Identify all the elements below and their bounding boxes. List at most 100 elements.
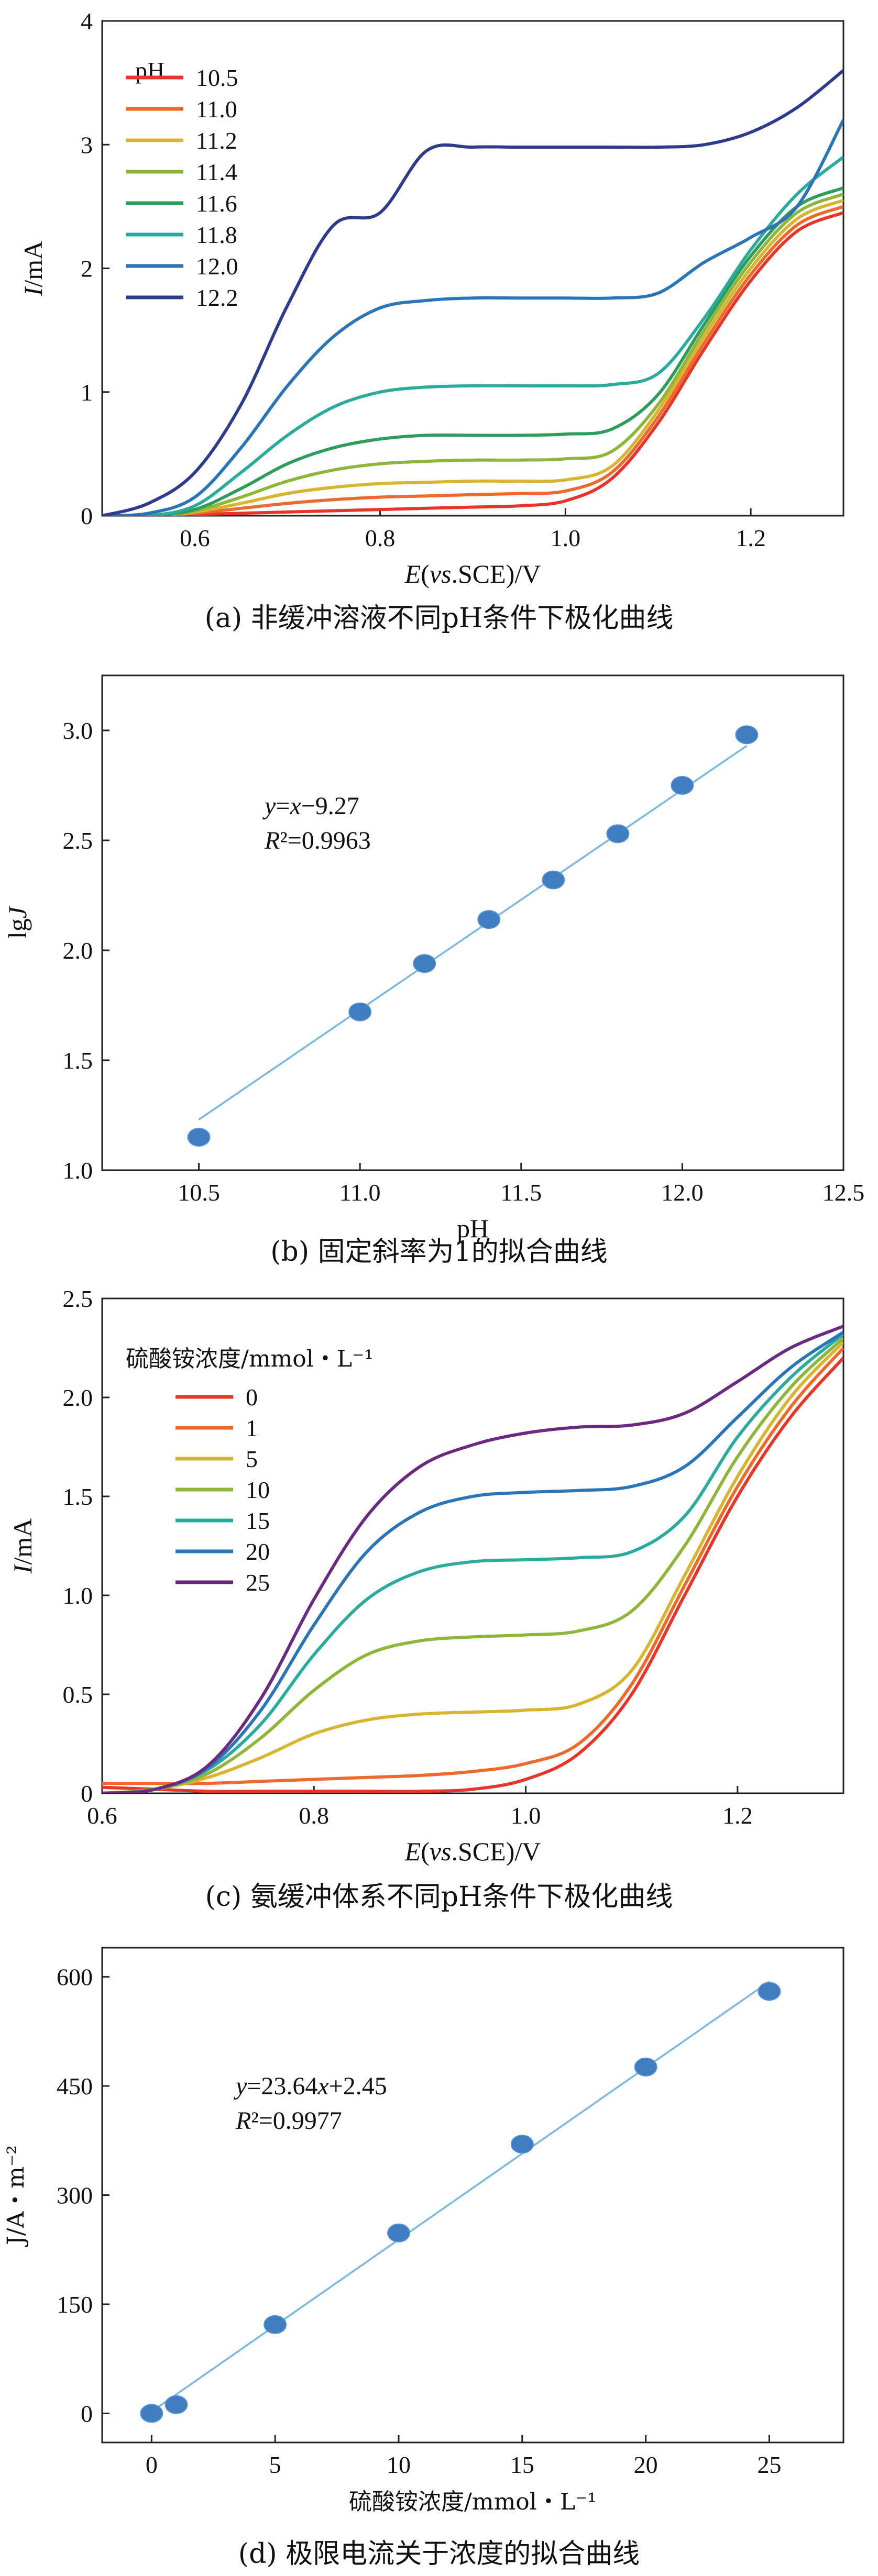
chart-b-data-point [348,1002,372,1021]
chart-b-frame [101,674,844,1171]
chart-c-legend-title: 硫酸铵浓度/mmol・L⁻¹ [126,1346,374,1372]
chart-d-xtick-label: 0 [146,2451,158,2478]
chart-d-data-point [140,2404,163,2423]
chart-c-legend-label-10: 10 [246,1476,270,1503]
chart-b-ylabel: lgJ [3,905,32,939]
chart-b-svg: 10.5 11.0 11.5 12.0 12.5 1.0 1.5 2.0 2.5 3.0 pH lgJ… [3,674,865,1243]
chart-a-series-line-11.4 [102,192,843,516]
chart-b-equation: y=x−9.27 [262,792,359,820]
chart-a-series-line-11.2 [102,198,843,516]
chart-c-legend-label-1: 1 [246,1415,258,1441]
chart-a-ytick-label: 3 [81,131,93,158]
chart-a-legend-title: pH [135,57,164,84]
chart-a-xtick-label: 1.0 [551,525,581,551]
chart-a-ytick-label: 2 [81,256,93,282]
chart-b-data-point [606,824,630,843]
chart-a-xtick-label: 0.8 [365,525,396,551]
chart-a-legend-label-11.4: 11.4 [196,159,237,185]
chart-a-series-line-12.2 [102,69,843,516]
chart-a-ytick-label: 4 [81,8,93,35]
chart-b-data-point [413,954,436,973]
chart-b-xtick-label: 12.5 [822,1179,865,1206]
chart-c-ylabel: I/mA [8,1518,37,1574]
chart-d-data-point [758,1982,781,2001]
chart-b-caption: (b) 固定斜率为1的拟合曲线 [270,1236,608,1268]
chart-d-ylabel: J/A・m⁻² [3,2145,29,2247]
chart-d-r2: R²=0.9977 [235,2107,342,2135]
chart-c-series-line-0 [102,1357,843,1793]
chart-d-xtick-label: 5 [269,2451,281,2478]
chart-a-xtick-label: 1.2 [736,525,766,551]
chart-d-data-point [387,2223,410,2242]
chart-c-legend-label-15: 15 [246,1507,270,1534]
chart-c-xlabel: E(vs.SCE)/V [404,1837,541,1866]
chart-a-ylabel: I/mA [18,241,48,297]
chart-c-series-line-1 [102,1347,843,1785]
chart-b-ytick-label: 2.5 [63,827,93,854]
chart-a-series-line-12.0 [102,119,843,516]
chart-c-series-line-25 [102,1325,843,1793]
chart-panel-a: 0.6 0.8 1.0 1.2 0 1 2 3 4 E(vs.SCE)/V I/mA pH 10.5 11… [0,0,878,644]
chart-a-legend-label-11.8: 11.8 [196,221,237,248]
chart-d-caption: (d) 极限电流关于浓度的拟合曲线 [238,2538,640,2570]
chart-d-svg: 0 5 10 15 20 25 0 150 300 450 600 硫酸铵浓度/mmol・L⁻¹ J/A… [3,1947,844,2515]
chart-c-series-line-5 [102,1341,843,1793]
chart-c-series-line-15 [102,1333,843,1793]
chart-b-data-point [187,1128,211,1147]
chart-a-legend-label-12.2: 12.2 [196,284,238,311]
chart-b-xtick-label: 11.5 [500,1179,542,1206]
chart-d-xtick-label: 15 [510,2451,534,2478]
chart-a-legend-label-11.6: 11.6 [196,190,237,217]
chart-c-xtick-label: 0.6 [87,1802,117,1829]
chart-b-ytick-label: 1.5 [63,1047,93,1074]
chart-c-caption: (c) 氨缓冲体系不同pH条件下极化曲线 [205,1881,673,1913]
chart-d-xtick-label: 25 [758,2451,782,2478]
chart-a-legend-label-11.0: 11.0 [196,96,237,123]
chart-panel-c: 0.6 0.8 1.0 1.2 0 0.5 1.0 1.5 2.0 2.5 E(vs.SCE)/V I… [0,1278,878,1922]
chart-a-lines [102,69,843,516]
chart-c-ytick-label: 2.0 [63,1384,93,1411]
chart-b-data-point [542,870,565,890]
chart-a-series-line-11.8 [102,156,843,516]
chart-d-ytick-label: 150 [57,2291,93,2318]
chart-c-legend-label-25: 25 [246,1569,270,1596]
chart-d-xtick-label: 20 [634,2451,658,2478]
chart-d-data-point [264,2315,287,2334]
chart-a-legend-label-12.0: 12.0 [196,253,238,280]
chart-a-xlabel: E(vs.SCE)/V [404,559,541,589]
chart-c-xtick-label: 1.0 [511,1802,541,1829]
chart-b-data-point [735,725,759,745]
chart-d-ytick-label: 600 [57,1964,93,1991]
chart-c-xtick-label: 0.8 [299,1802,330,1829]
chart-d-data-point [164,2395,188,2414]
chart-b-xtick-label: 12.0 [661,1179,704,1206]
chart-b-data-point [671,776,694,795]
chart-a-ytick-label: 0 [81,503,93,529]
chart-c-frame [101,1297,844,1794]
chart-c-ytick-label: 0.5 [63,1681,93,1708]
chart-c-xtick-label: 1.2 [722,1802,753,1829]
chart-d-xlabel: 硫酸铵浓度/mmol・L⁻¹ [349,2489,597,2515]
chart-c-svg: 0.6 0.8 1.0 1.2 0 0.5 1.0 1.5 2.0 2.5 E(vs.SCE)/V I… [8,1285,844,1866]
chart-d-data-point [634,2057,657,2077]
chart-c-ytick-label: 1.5 [63,1483,93,1510]
chart-a-series-line-11.0 [102,205,843,516]
chart-b-ytick-label: 1.0 [63,1157,93,1184]
chart-b-r2: R²=0.9963 [264,827,371,854]
chart-b-data-point [477,910,501,929]
chart-a-xtick-label: 0.6 [180,525,210,551]
chart-c-series-line-20 [102,1330,843,1793]
chart-a-series-line-11.6 [102,186,843,516]
chart-b-xtick-label: 11.0 [339,1179,381,1206]
chart-d-xtick-label: 10 [387,2451,411,2478]
chart-a-legend-label-11.2: 11.2 [196,127,237,154]
chart-d-ytick-label: 0 [81,2400,93,2427]
chart-c-ytick-label: 0 [81,1780,93,1807]
chart-c-series-line-10 [102,1337,843,1793]
chart-d-data-point [510,2135,534,2154]
chart-panel-b: 10.5 11.0 11.5 12.0 12.5 1.0 1.5 2.0 2.5 3.0 pH lgJ… [0,644,878,1278]
chart-d-equation: y=23.64x+2.45 [233,2072,387,2100]
chart-b-xlabel: pH [457,1214,489,1243]
chart-b-fit-line [198,745,748,1120]
chart-d-ytick-label: 450 [57,2073,93,2100]
